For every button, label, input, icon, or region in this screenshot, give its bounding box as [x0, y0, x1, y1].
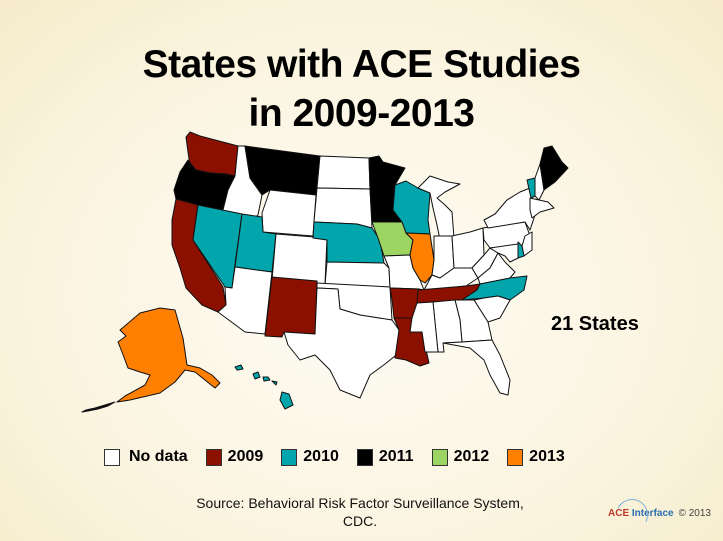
- state-new-hampshire: [534, 163, 545, 201]
- legend-swatch-2011: [356, 448, 373, 466]
- state-michigan: [417, 175, 461, 241]
- legend-swatch-2010: [281, 448, 298, 466]
- legend-label: 2013: [529, 448, 565, 465]
- state-alaska-islands: [81, 401, 116, 413]
- legend-swatch-no-data: [104, 448, 120, 466]
- copyright: © 2013: [678, 508, 711, 519]
- legend-label: 2011: [378, 448, 414, 465]
- state-texas: [283, 287, 401, 399]
- state-mississippi: [409, 301, 439, 353]
- state-hawaii: [234, 364, 294, 410]
- state-kansas: [324, 261, 391, 288]
- legend-item-2010: 2010: [281, 448, 339, 466]
- state-illinois: [405, 232, 435, 284]
- legend-swatch-2013: [507, 448, 524, 466]
- state-maine: [539, 145, 569, 191]
- state-new-york: [483, 187, 536, 231]
- source-line-2: CDC.: [342, 513, 378, 529]
- ace-interface-logo: ACE Interface © 2013: [608, 494, 711, 536]
- legend-label: 2012: [453, 448, 490, 465]
- state-montana: [244, 145, 321, 196]
- brand-ace: ACE: [608, 508, 630, 519]
- page-title: States with ACE Studies in 2009-2013: [0, 40, 723, 138]
- legend-swatch-2009: [205, 448, 222, 466]
- legend-item-no-data: No data: [104, 448, 188, 466]
- legend-item-2011: 2011: [356, 448, 414, 466]
- state-maryland: [489, 243, 519, 263]
- state-colorado: [271, 233, 328, 285]
- legend-label: 2010: [303, 448, 339, 465]
- legend-swatch-2012: [431, 448, 448, 466]
- brand-interface: Interface: [631, 508, 674, 519]
- title-line-2: in 2009-2013: [248, 92, 475, 135]
- legend-item-2012: 2012: [431, 448, 490, 466]
- source-citation: Source: Behavioral Risk Factor Surveilla…: [150, 494, 570, 530]
- brand-name: ACE Interface: [608, 494, 674, 536]
- state-count-label: 21 States: [551, 313, 639, 335]
- title-line-1: States with ACE Studies: [142, 43, 581, 86]
- state-north-dakota: [316, 155, 371, 190]
- source-line-1: Source: Behavioral Risk Factor Surveilla…: [196, 495, 524, 511]
- legend-label: No data: [129, 448, 188, 465]
- state-new-jersey: [521, 231, 533, 257]
- state-wisconsin: [392, 180, 431, 235]
- state-alaska: [116, 307, 221, 403]
- state-florida: [442, 339, 511, 396]
- state-wyoming: [261, 189, 317, 237]
- legend-item-2009: 2009: [205, 448, 264, 466]
- state-new-mexico: [264, 276, 318, 338]
- legend-label: 2009: [227, 448, 264, 465]
- state-southern-new-england: [529, 197, 555, 219]
- legend-item-2013: 2013: [507, 448, 565, 466]
- map-legend: No data 2009 2010 2011 2012 2013: [104, 448, 583, 466]
